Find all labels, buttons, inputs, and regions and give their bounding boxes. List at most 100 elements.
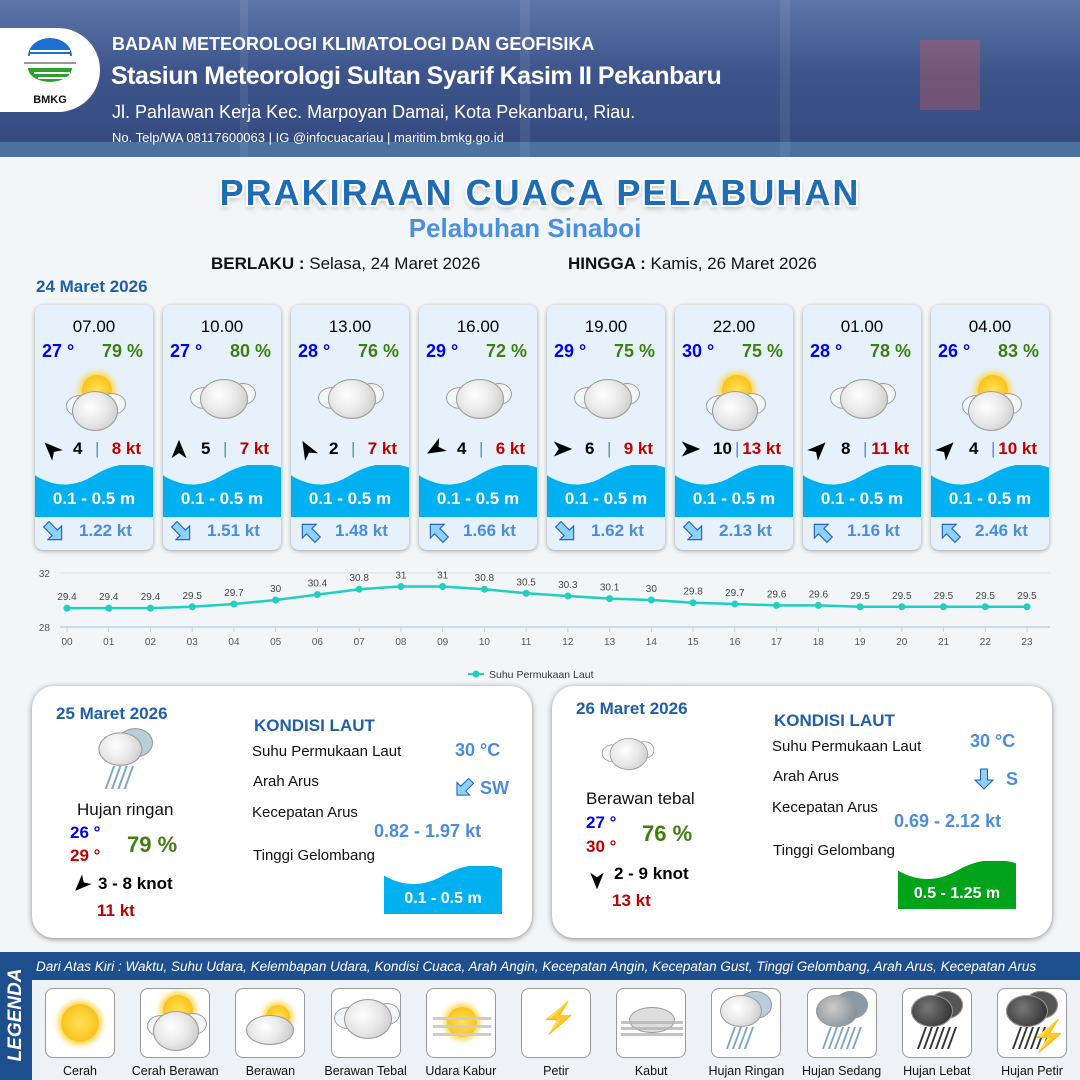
data-label: 30 bbox=[646, 584, 658, 595]
gust-speed: 7 kt bbox=[239, 439, 269, 458]
haze-line bbox=[432, 1033, 491, 1036]
sea-surface-temp-chart: 28 32 00 01 02 03 04 05 06 07 08 09 10 11 12 13 14 15 16 17… bbox=[39, 569, 1050, 681]
humidity: 83 % bbox=[997, 341, 1039, 361]
cloud-shape bbox=[343, 999, 392, 1039]
wave-height: 0.1 - 0.5 m bbox=[820, 489, 904, 508]
temp-max: 29 ° bbox=[70, 846, 101, 865]
station-address: Jl. Pahlawan Kerja Kec. Marpoyan Damai, … bbox=[112, 102, 636, 122]
daily-panel: 25 Maret 2026 Hujan ringan 26 ° 29 ° 79 % 3 -… bbox=[32, 686, 532, 938]
wave-icon bbox=[384, 866, 502, 914]
current-speed: 2.46 kt bbox=[975, 521, 1028, 540]
separator: | bbox=[863, 439, 868, 458]
wave-graphic bbox=[163, 465, 281, 517]
legend-label: Udara Kabur bbox=[425, 1064, 497, 1078]
wind-speed: 4 bbox=[969, 439, 979, 458]
current-direction-wrap bbox=[169, 519, 195, 545]
wind-speed: 4 bbox=[457, 439, 467, 458]
forecast-card: 13.00 28 ° 76 % 2 | 7 kt 0.1 - 0.5 m 1.48 kt bbox=[291, 305, 409, 550]
legend-side-label: LEGENDA bbox=[0, 952, 32, 1080]
sea-condition-title: KONDISI LAUT bbox=[774, 711, 895, 730]
sst-value: 30 °C bbox=[970, 731, 1016, 751]
forecast-card: 19.00 29 ° 75 % 6 | 9 kt 0.1 - 0.5 m 1.62 kt bbox=[547, 305, 665, 550]
humidity: 75 % bbox=[613, 341, 655, 361]
current-arrow-icon bbox=[813, 523, 834, 544]
wave-height: 0.1 - 0.5 m bbox=[564, 489, 648, 508]
hujan-lebat-icon bbox=[903, 989, 971, 1055]
data-point bbox=[564, 592, 572, 600]
condition-text: Berawan tebal bbox=[586, 789, 695, 808]
berawan-tebal-icon bbox=[572, 369, 642, 435]
data-label: 30.1 bbox=[600, 583, 620, 594]
wave-icon bbox=[931, 465, 1049, 517]
cloud-shape bbox=[328, 379, 376, 419]
wind-arrow-icon bbox=[44, 442, 63, 461]
temp-min: 27 ° bbox=[586, 813, 617, 832]
wind-speed: 6 bbox=[585, 439, 595, 458]
x-tick-label: 15 bbox=[688, 637, 700, 648]
cloud-shape bbox=[72, 391, 118, 431]
y-tick-label: 32 bbox=[39, 569, 51, 580]
wind-range: 3 - 8 knot bbox=[98, 874, 173, 893]
data-point bbox=[940, 603, 948, 611]
valid-to-label: HINGGA : bbox=[568, 254, 646, 273]
data-point bbox=[731, 600, 739, 608]
legend-label: Berawan bbox=[245, 1064, 296, 1078]
wave-height: 0.5 - 1.25 m bbox=[913, 885, 1001, 902]
wind-direction-wrap bbox=[169, 439, 191, 461]
wave-height: 0.1 - 0.5 m bbox=[180, 489, 264, 508]
cerah-berawan-icon bbox=[700, 369, 770, 435]
data-label: 30.4 bbox=[308, 579, 328, 590]
berawan-tebal-icon bbox=[444, 369, 514, 435]
day1-date: 24 Maret 2026 bbox=[36, 277, 148, 296]
separator: | bbox=[223, 439, 228, 458]
weather-icon-wrap bbox=[828, 369, 898, 435]
current-speed: 2.13 kt bbox=[719, 521, 772, 540]
current-speed: 1.66 kt bbox=[463, 521, 516, 540]
fog-line bbox=[621, 1027, 684, 1030]
current-direction-wrap bbox=[41, 519, 67, 545]
x-tick-label: 10 bbox=[479, 637, 491, 648]
wind-arrow-icon bbox=[807, 442, 826, 461]
wind-direction-wrap bbox=[553, 439, 575, 461]
forecast-card: 04.00 26 ° 83 % 4 | 10 kt 0.1 - 0.5 m 2.46 kt bbox=[931, 305, 1049, 550]
cerah-berawan-icon bbox=[956, 369, 1026, 435]
x-tick-label: 06 bbox=[312, 637, 324, 648]
wind-speed: 8 bbox=[841, 439, 851, 458]
separator: | bbox=[95, 439, 100, 458]
sun-shape bbox=[446, 1007, 477, 1037]
wave-graphic: 0.5 - 1.25 m bbox=[898, 861, 1016, 909]
cloud-shape bbox=[584, 379, 632, 419]
current-speed: 1.22 kt bbox=[79, 521, 132, 540]
data-point bbox=[105, 604, 113, 612]
wave-height: 0.1 - 0.5 m bbox=[52, 489, 136, 508]
gust-speed: 11 kt bbox=[871, 439, 909, 458]
x-tick-label: 01 bbox=[103, 637, 115, 648]
humidity: 76 % bbox=[357, 341, 399, 361]
weather-icon-wrap bbox=[600, 730, 670, 800]
wave-graphic bbox=[547, 465, 665, 517]
port-name: Pelabuhan Sinaboi bbox=[408, 213, 642, 243]
legend-icon-box bbox=[711, 988, 782, 1058]
wave-icon bbox=[35, 465, 153, 517]
panel-date: 26 Maret 2026 bbox=[576, 699, 688, 718]
valid-to-date: Kamis, 26 Maret 2026 bbox=[650, 254, 817, 273]
data-point bbox=[355, 585, 363, 593]
forecast-card: 01.00 28 ° 78 % 8 | 11 kt 0.1 - 0.5 m 1.16 kt bbox=[803, 305, 921, 550]
legend-icon-box bbox=[235, 988, 306, 1058]
gust-speed: 6 kt bbox=[495, 439, 525, 458]
sst-value: 30 °C bbox=[455, 740, 501, 760]
data-label: 29.6 bbox=[767, 589, 787, 600]
data-point bbox=[480, 585, 488, 593]
berawan-icon bbox=[236, 989, 304, 1055]
current-direction: S bbox=[1006, 769, 1019, 789]
air-temperature: 28 ° bbox=[810, 341, 843, 361]
berawan-tebal-icon bbox=[188, 369, 258, 435]
data-label: 29.5 bbox=[934, 591, 954, 602]
legend-icon-box bbox=[616, 988, 687, 1058]
wave-height: 0.1 - 0.5 m bbox=[308, 489, 392, 508]
lightning-bolt: ⚡ bbox=[540, 1002, 578, 1035]
data-point bbox=[1023, 603, 1031, 611]
gust-speed: 13 kt bbox=[612, 891, 651, 910]
berawan-tebal-icon bbox=[316, 369, 386, 435]
weather-icon-wrap bbox=[60, 369, 130, 435]
